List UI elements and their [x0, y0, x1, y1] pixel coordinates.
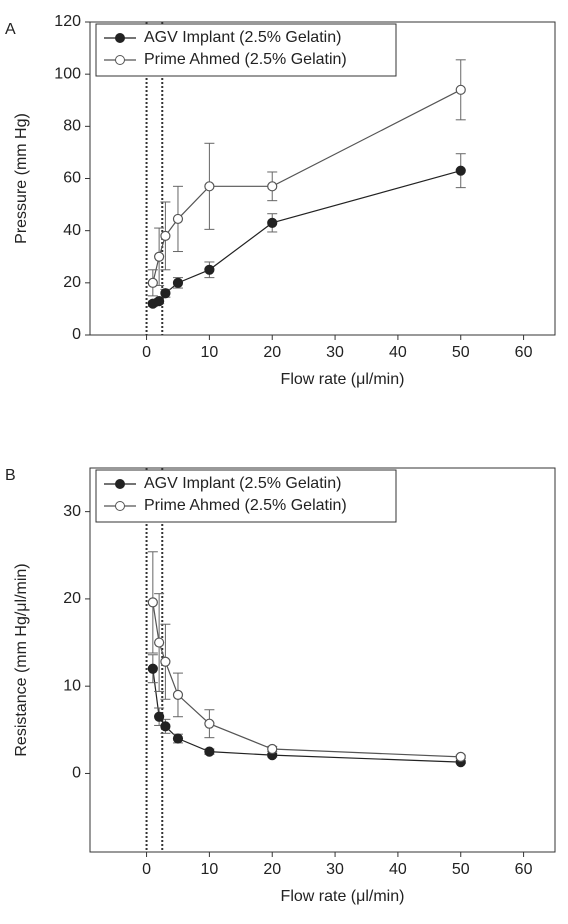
plot-frame: [89, 467, 556, 853]
data-point: [160, 230, 171, 241]
series-line: [152, 170, 461, 305]
y-tick-label: 120: [54, 13, 81, 30]
x-tick-label: 50: [452, 861, 470, 878]
x-tick-label: 20: [263, 344, 281, 361]
data-point: [154, 637, 165, 648]
x-tick-label: 30: [326, 344, 344, 361]
x-tick-label: 0: [142, 344, 151, 361]
legend-label: Prime Ahmed (2.5% Gelatin): [144, 497, 347, 514]
data-point: [267, 181, 278, 192]
y-tick-label: 20: [63, 274, 81, 291]
data-point: [204, 718, 215, 729]
data-point: [172, 277, 184, 288]
series-line: [152, 668, 461, 763]
x-tick-label: 60: [515, 861, 533, 878]
data-point: [154, 251, 165, 262]
y-axis-title: Resistance (mm Hg/μl/min): [13, 563, 30, 756]
data-point: [455, 84, 466, 95]
legend-marker: [115, 479, 125, 489]
data-point: [154, 295, 165, 307]
series-line: [152, 602, 461, 758]
data-point: [147, 663, 158, 674]
data-point: [160, 288, 171, 299]
data-point: [204, 746, 215, 757]
legend-marker: [115, 55, 125, 65]
data-point: [204, 181, 215, 192]
x-tick-label: 60: [515, 344, 533, 361]
x-axis-title: Flow rate (μl/min): [281, 371, 405, 388]
x-tick-label: 40: [389, 861, 407, 878]
data-point: [172, 213, 184, 225]
y-tick-label: 40: [63, 222, 81, 239]
legend-label: Prime Ahmed (2.5% Gelatin): [144, 51, 347, 68]
y-tick-label: 20: [63, 590, 81, 607]
y-tick-label: 30: [63, 503, 81, 520]
y-tick-label: 80: [63, 118, 81, 135]
legend-label: AGV Implant (2.5% Gelatin): [144, 475, 341, 492]
series-line: [152, 89, 462, 283]
data-point: [172, 689, 184, 701]
panel-label: B: [5, 467, 16, 484]
data-point: [455, 165, 466, 176]
data-point: [147, 277, 158, 288]
data-point: [267, 743, 278, 755]
y-tick-label: 0: [72, 326, 81, 343]
data-point: [172, 733, 184, 744]
y-axis-title: Pressure (mm Hg): [13, 113, 30, 244]
data-point: [147, 597, 158, 608]
y-tick-label: 0: [72, 765, 81, 782]
data-point: [160, 721, 171, 732]
data-point: [267, 217, 278, 228]
x-tick-label: 0: [142, 861, 151, 878]
y-tick-label: 100: [54, 65, 81, 82]
x-tick-label: 50: [452, 344, 470, 361]
x-tick-label: 20: [263, 861, 281, 878]
x-tick-label: 10: [200, 861, 218, 878]
data-point: [160, 656, 171, 667]
x-axis-title: Flow rate (μl/min): [281, 888, 405, 905]
legend-marker: [115, 501, 125, 511]
data-point: [154, 711, 165, 722]
y-tick-label: 10: [63, 677, 81, 694]
legend-box: [95, 469, 397, 523]
panel-label: A: [5, 21, 16, 38]
x-tick-label: 10: [200, 344, 218, 361]
data-point: [455, 751, 466, 762]
x-tick-label: 40: [389, 344, 407, 361]
legend-label: AGV Implant (2.5% Gelatin): [144, 29, 341, 46]
data-point: [204, 264, 215, 275]
y-tick-label: 60: [63, 170, 81, 187]
x-tick-label: 30: [326, 861, 344, 878]
legend-marker: [115, 33, 125, 43]
legend-box: [95, 23, 397, 77]
